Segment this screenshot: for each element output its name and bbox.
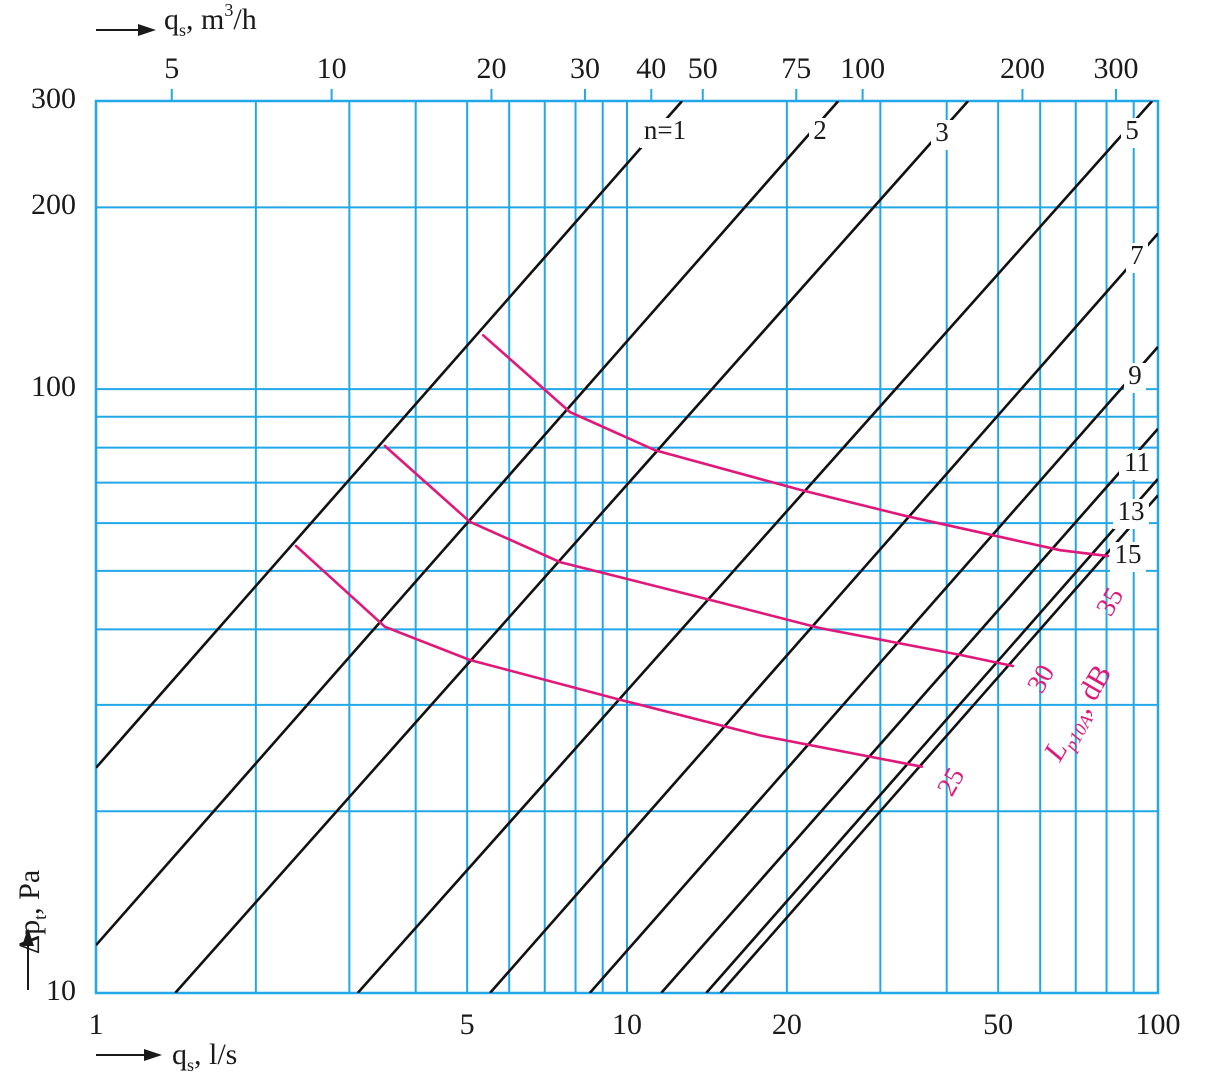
series-label: n=1: [644, 115, 686, 145]
plot-area: [96, 101, 1158, 993]
x2-tick-label: 20: [476, 52, 506, 85]
series-line: [719, 494, 1158, 993]
series-line: [174, 101, 970, 993]
label-bg: [1110, 542, 1146, 572]
series-line: [705, 478, 1158, 993]
y-label: Δpt, Pa: [13, 870, 50, 954]
series-label: 7: [1130, 240, 1144, 270]
x2-tick-label: 50: [688, 52, 718, 85]
label-part: , dB: [1065, 659, 1119, 719]
axis-arrows: [22, 24, 162, 1061]
x2-tick-label: 300: [1093, 52, 1138, 85]
series-label: 9: [1128, 360, 1142, 390]
series-line: [96, 101, 684, 769]
label-bg: [931, 120, 953, 150]
x-label: qs, l/s: [172, 1038, 237, 1075]
y-tick-label: 100: [31, 370, 76, 403]
x2-tick-label: 200: [1000, 52, 1045, 85]
series-line: [489, 232, 1158, 993]
x-tick-label: 1: [89, 1008, 104, 1041]
label-part: /h: [233, 3, 256, 36]
label-part: q: [164, 3, 179, 36]
label-part: s: [187, 1055, 194, 1075]
series-line: [356, 101, 1154, 993]
series-label: 30: [1021, 659, 1060, 697]
label-part: , m: [186, 3, 224, 36]
label-part: s: [179, 20, 186, 40]
label-bg: [1126, 243, 1148, 273]
label-part: 3: [224, 0, 233, 20]
label-bg: [1113, 499, 1149, 529]
series-label: 25: [931, 762, 970, 800]
series-label: 2: [813, 115, 827, 145]
label-part: t: [30, 915, 50, 920]
x2-tick-label: 40: [636, 52, 666, 85]
x2-tick-label: 30: [570, 52, 600, 85]
label-bg: [640, 118, 690, 148]
y-tick-label: 300: [31, 82, 76, 115]
label-bg: [809, 118, 831, 148]
x-tick-label: 20: [772, 1008, 802, 1041]
series-line: [294, 544, 924, 768]
x-tick-label: 50: [983, 1008, 1013, 1041]
label-part: q: [172, 1038, 187, 1071]
label-part: Δp: [13, 920, 46, 954]
x2-tick-label: 75: [781, 52, 811, 85]
label-bg: [1124, 363, 1146, 393]
y-tick-label: 10: [46, 974, 76, 1007]
label-bg: [1119, 450, 1155, 480]
series-label: 35: [1090, 582, 1129, 620]
y-tick-label: 200: [31, 188, 76, 221]
label-bg: [1121, 118, 1143, 148]
series-label: 5: [1125, 115, 1139, 145]
series-label: 11: [1124, 447, 1150, 477]
x2-tick-label: 10: [317, 52, 347, 85]
x2-tick-label: 5: [164, 52, 179, 85]
series-line: [588, 345, 1158, 993]
series-label: 15: [1115, 539, 1142, 569]
series-label: 3: [935, 117, 949, 147]
x-tick-label: 100: [1136, 1008, 1181, 1041]
x2-tick-label: 100: [840, 52, 885, 85]
x2-label: qs, m3/h: [164, 0, 257, 40]
series-label: 13: [1118, 496, 1145, 526]
series-line: [660, 427, 1158, 993]
series-line: [96, 101, 840, 947]
label-part: , l/s: [194, 1038, 237, 1071]
series-line: [383, 444, 1015, 668]
series-line: [481, 334, 1110, 558]
label-part: , Pa: [13, 870, 46, 915]
x-tick-label: 5: [460, 1008, 475, 1041]
x-tick-label: 10: [612, 1008, 642, 1041]
